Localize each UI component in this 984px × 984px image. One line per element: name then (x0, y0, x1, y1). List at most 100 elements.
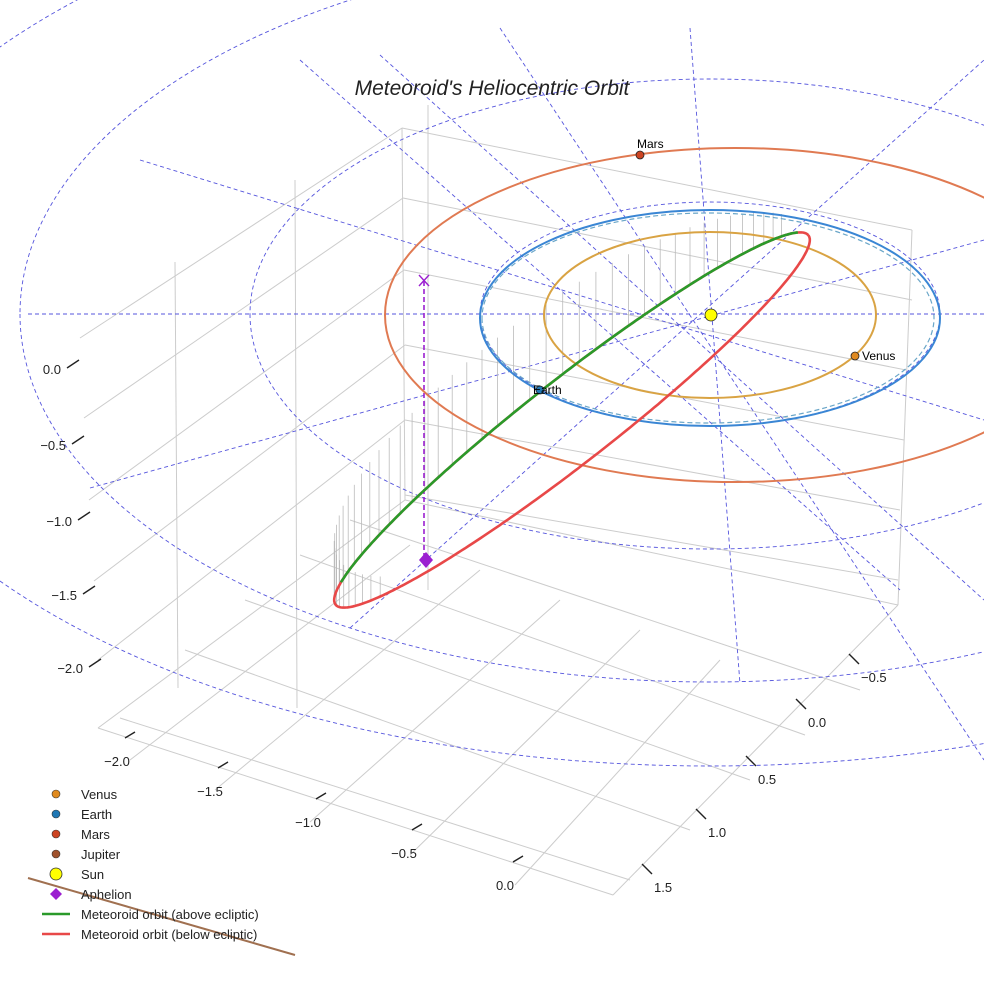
y-tick (795, 698, 807, 710)
pane-gridline (214, 569, 481, 791)
z-tick (82, 585, 96, 595)
venus-marker (850, 351, 860, 361)
x-tick (512, 855, 524, 863)
z-tick (77, 511, 91, 521)
pane-gridline (97, 419, 406, 661)
y-tick-label: 0.5 (758, 772, 776, 787)
sun-marker (704, 308, 718, 322)
ecliptic-ring (19, 0, 984, 683)
y-tick (695, 808, 707, 820)
jupiter-orbit (27, 877, 296, 956)
z-tick (71, 435, 85, 445)
venus-orbit (543, 231, 878, 399)
ecliptic-radial-line (689, 27, 741, 685)
legend: Venus Earth Mars Jupiter Sun Aphelion Meteoroi… (42, 787, 259, 942)
pane-gridline (97, 499, 406, 729)
legend-label: Meteoroid orbit (below ecliptic) (81, 927, 257, 942)
legend-marker (51, 849, 61, 859)
z-tick-label: 0.0 (43, 362, 61, 377)
pane-gridline (83, 197, 404, 419)
pane-gridline (404, 494, 899, 581)
legend-label: Sun (81, 867, 104, 882)
x-tick-label: −1.0 (295, 815, 321, 830)
pane-gridline (612, 604, 899, 896)
pane-gridline (309, 599, 561, 823)
x-tick-label: 0.0 (496, 878, 514, 893)
x-tick (124, 731, 136, 739)
pane-gridline (93, 344, 406, 582)
chart-title: Meteoroid's Heliocentric Orbit (355, 77, 631, 100)
y-tick (641, 863, 653, 875)
z-tick-label: −0.5 (40, 438, 66, 453)
z-tick (66, 359, 80, 369)
pane-gridline (88, 269, 405, 501)
legend-label: Venus (81, 787, 118, 802)
earth-marker (535, 385, 545, 395)
aphelion-projection-marker (418, 274, 430, 287)
y-tick-label: 0.0 (808, 715, 826, 730)
pane-gridline (401, 127, 406, 501)
legend-label: Mars (81, 827, 110, 842)
pane-grid (79, 105, 913, 896)
pane-gridline (244, 599, 751, 781)
pane-gridline (294, 179, 298, 709)
mars-marker (635, 150, 645, 160)
pane-gridline (97, 727, 614, 896)
ecliptic-radial-line (89, 239, 984, 489)
pane-gridline (119, 717, 631, 881)
y-tick (848, 653, 860, 665)
pane-gridline (79, 127, 403, 339)
earth-orbit (479, 209, 942, 427)
pane-gridline (403, 269, 907, 371)
x-tick (315, 792, 327, 800)
pane-gridline (404, 419, 901, 511)
z-tick-label: −2.0 (57, 661, 83, 676)
aphelion-marker (419, 552, 433, 568)
x-tick (217, 761, 229, 769)
pane-gridline (897, 229, 913, 606)
earth-orbit-ecliptic-trace (481, 212, 935, 424)
pane-gridline (349, 519, 861, 691)
earth-label: Earth (533, 383, 562, 397)
x-tick-label: −2.0 (104, 754, 130, 769)
ecliptic-radial-line (299, 59, 901, 591)
legend-label: Aphelion (81, 887, 132, 902)
x-tick (411, 823, 423, 831)
legend-marker (51, 829, 61, 839)
bodies: Mars Venus Earth (418, 137, 895, 568)
mars-label: Mars (637, 137, 664, 151)
z-tick (88, 658, 102, 668)
mars-orbit (384, 147, 984, 483)
axes: 0.0 −0.5 −1.0 −1.5 −2.0 −2.0 −1.5 −1.0 −0.5 0.0 −0… (40, 359, 887, 895)
pane-gridline (174, 261, 179, 689)
y-tick (745, 755, 757, 767)
pane-gridline (184, 649, 691, 831)
y-tick-label: 1.0 (708, 825, 726, 840)
ecliptic-radial-line (379, 54, 984, 601)
y-tick-label: 1.5 (654, 880, 672, 895)
x-tick-label: −1.5 (197, 784, 223, 799)
legend-marker (49, 867, 63, 881)
pane-gridline (129, 544, 411, 761)
pane-gridline (404, 499, 899, 606)
legend-label: Jupiter (81, 847, 121, 862)
ecliptic-radial-line (349, 59, 984, 629)
pane-gridline (409, 629, 641, 856)
pane-gridline (299, 554, 806, 736)
pane-gridline (402, 197, 913, 301)
ecliptic-radial-line (499, 27, 984, 761)
ecliptic-radial-line (139, 159, 984, 421)
x-tick-label: −0.5 (391, 846, 417, 861)
legend-marker (51, 809, 61, 819)
y-tick-label: −0.5 (861, 670, 887, 685)
z-tick-label: −1.0 (46, 514, 72, 529)
legend-marker (51, 789, 61, 799)
legend-label: Earth (81, 807, 112, 822)
pane-gridline (401, 127, 913, 231)
ecliptic-ring (249, 78, 984, 550)
legend-marker (50, 888, 62, 900)
planet-orbits (27, 147, 984, 956)
ecliptic-grid (0, 0, 984, 767)
z-tick-label: −1.5 (51, 588, 77, 603)
